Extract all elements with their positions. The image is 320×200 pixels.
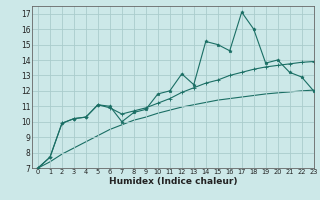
- X-axis label: Humidex (Indice chaleur): Humidex (Indice chaleur): [108, 177, 237, 186]
